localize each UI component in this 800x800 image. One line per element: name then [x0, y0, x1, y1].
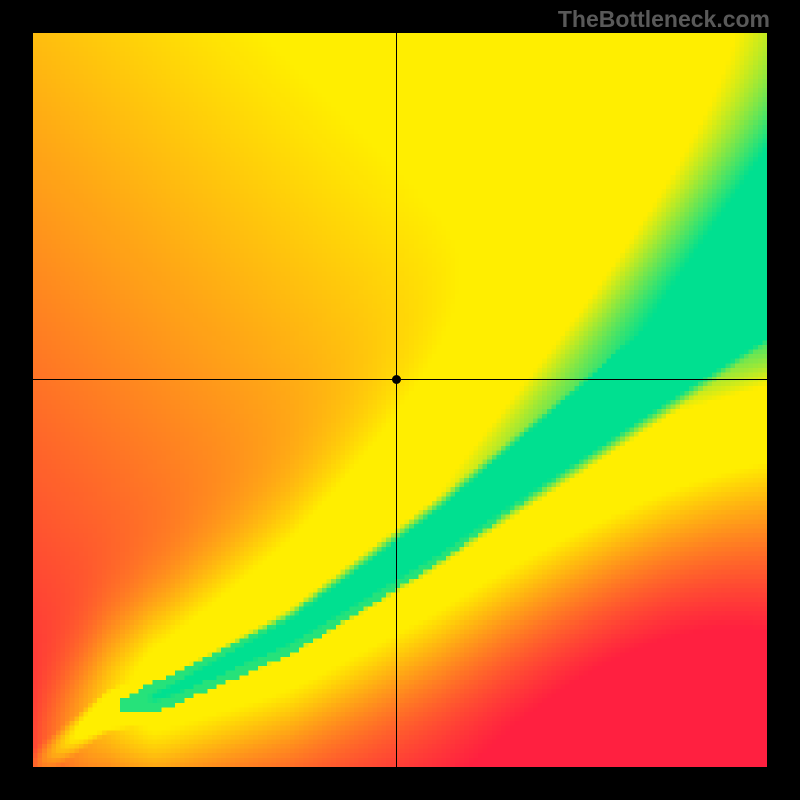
heatmap-plot: [33, 33, 767, 767]
heatmap-canvas: [33, 33, 767, 767]
watermark-text: TheBottleneck.com: [558, 6, 770, 33]
